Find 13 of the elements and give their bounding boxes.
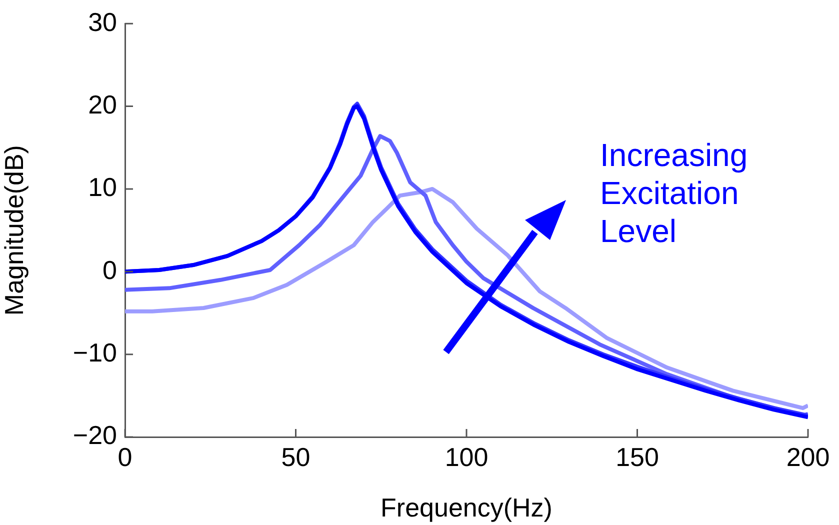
x-tick-label: 200 <box>786 442 830 472</box>
y-tick-label: −20 <box>72 420 117 450</box>
x-tick-label: 50 <box>281 442 310 472</box>
y-tick-label: 0 <box>102 254 117 285</box>
y-tick-label: 10 <box>88 172 117 202</box>
y-tick-label: 20 <box>88 89 117 120</box>
x-axis-title: Frequency(Hz) <box>380 492 552 523</box>
y-tick-label: 30 <box>88 6 117 37</box>
x-tick-label: 150 <box>616 442 659 472</box>
annotation: Increasing Excitation Level <box>600 136 749 250</box>
x-tick-label: 100 <box>444 442 488 472</box>
y-tick-label: −10 <box>72 337 117 368</box>
y-axis-title: Magnitude(dB) <box>0 145 29 316</box>
